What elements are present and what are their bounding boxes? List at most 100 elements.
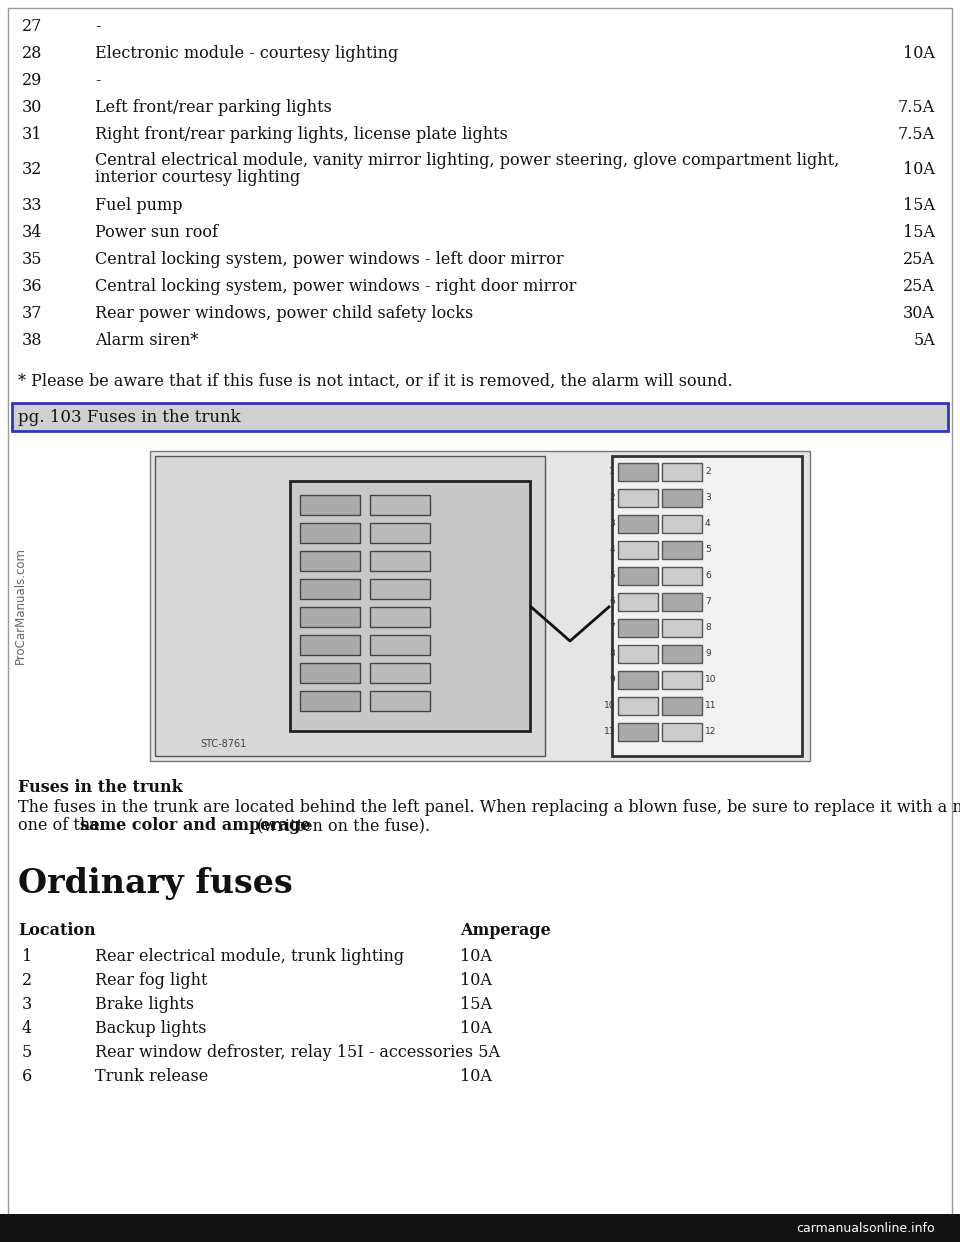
- Text: pg. 103 Fuses in the trunk: pg. 103 Fuses in the trunk: [18, 409, 241, 426]
- Text: 7.5A: 7.5A: [898, 125, 935, 143]
- Bar: [370, 607, 430, 627]
- Text: 38: 38: [22, 332, 42, 349]
- Text: 7: 7: [705, 597, 710, 606]
- Text: Location: Location: [18, 922, 96, 939]
- Bar: [662, 671, 702, 689]
- Text: Trunk release: Trunk release: [95, 1068, 208, 1086]
- Text: 5: 5: [22, 1045, 33, 1061]
- Text: 1: 1: [610, 467, 615, 477]
- Bar: [618, 463, 658, 481]
- Text: 2: 2: [610, 493, 615, 503]
- Bar: [370, 551, 430, 571]
- Text: Right front/rear parking lights, license plate lights: Right front/rear parking lights, license…: [95, 125, 508, 143]
- Bar: [662, 542, 702, 559]
- Text: one of the: one of the: [18, 817, 105, 833]
- Text: 7: 7: [610, 623, 615, 632]
- Text: 6: 6: [610, 597, 615, 606]
- Text: Ordinary fuses: Ordinary fuses: [18, 867, 293, 900]
- Bar: [370, 496, 430, 515]
- Text: 15A: 15A: [903, 197, 935, 214]
- Text: 5: 5: [705, 545, 710, 554]
- Text: Amperage: Amperage: [460, 922, 551, 939]
- Bar: [12, 402, 948, 431]
- Text: 15A: 15A: [903, 224, 935, 241]
- Text: 10A: 10A: [460, 1068, 492, 1086]
- Text: 3: 3: [22, 996, 33, 1013]
- Bar: [370, 663, 430, 683]
- Text: 10A: 10A: [460, 948, 492, 965]
- Text: 35: 35: [22, 251, 42, 268]
- Text: 5A: 5A: [913, 332, 935, 349]
- Text: Brake lights: Brake lights: [95, 996, 194, 1013]
- Text: Left front/rear parking lights: Left front/rear parking lights: [95, 99, 332, 116]
- Text: ProCarManuals.com: ProCarManuals.com: [13, 548, 27, 664]
- Text: 28: 28: [22, 45, 42, 62]
- Text: Rear electrical module, trunk lighting: Rear electrical module, trunk lighting: [95, 948, 404, 965]
- Bar: [370, 691, 430, 710]
- Bar: [370, 523, 430, 543]
- Text: Fuses in the trunk: Fuses in the trunk: [18, 779, 182, 796]
- Text: 10A: 10A: [903, 160, 935, 178]
- Text: 34: 34: [22, 224, 42, 241]
- Text: Electronic module - courtesy lighting: Electronic module - courtesy lighting: [95, 45, 398, 62]
- Bar: [618, 542, 658, 559]
- Text: 30A: 30A: [903, 306, 935, 322]
- Text: Power sun roof: Power sun roof: [95, 224, 218, 241]
- Text: Central locking system, power windows - left door mirror: Central locking system, power windows - …: [95, 251, 564, 268]
- Bar: [618, 592, 658, 611]
- Bar: [618, 489, 658, 507]
- Bar: [300, 635, 360, 655]
- Text: 29: 29: [22, 72, 42, 89]
- Bar: [618, 619, 658, 637]
- Text: 5: 5: [610, 571, 615, 580]
- Bar: [155, 456, 545, 756]
- Text: 10A: 10A: [460, 972, 492, 989]
- Bar: [662, 489, 702, 507]
- Bar: [300, 551, 360, 571]
- Text: -: -: [95, 17, 101, 35]
- Bar: [662, 568, 702, 585]
- Text: 30: 30: [22, 99, 42, 116]
- Text: 11: 11: [705, 702, 716, 710]
- Bar: [300, 691, 360, 710]
- Bar: [300, 579, 360, 599]
- Text: 37: 37: [22, 306, 42, 322]
- Text: 3: 3: [610, 519, 615, 529]
- Text: 36: 36: [22, 278, 42, 296]
- Bar: [662, 645, 702, 663]
- Bar: [662, 619, 702, 637]
- Text: 2: 2: [705, 467, 710, 477]
- Text: 10: 10: [604, 702, 615, 710]
- Text: 4: 4: [22, 1020, 32, 1037]
- Text: 10A: 10A: [903, 45, 935, 62]
- Text: Rear fog light: Rear fog light: [95, 972, 207, 989]
- Text: -: -: [95, 72, 101, 89]
- Bar: [662, 515, 702, 533]
- Text: 12: 12: [705, 728, 716, 737]
- Bar: [618, 568, 658, 585]
- Text: Backup lights: Backup lights: [95, 1020, 206, 1037]
- Text: carmanualsonline.info: carmanualsonline.info: [797, 1221, 935, 1235]
- Text: 11: 11: [604, 728, 615, 737]
- Text: 15A: 15A: [460, 996, 492, 1013]
- Bar: [662, 463, 702, 481]
- Bar: [150, 451, 810, 761]
- Bar: [662, 592, 702, 611]
- Bar: [370, 579, 430, 599]
- Text: 2: 2: [22, 972, 32, 989]
- Bar: [300, 523, 360, 543]
- Bar: [618, 515, 658, 533]
- Text: Rear power windows, power child safety locks: Rear power windows, power child safety l…: [95, 306, 473, 322]
- Bar: [300, 496, 360, 515]
- Text: 31: 31: [22, 125, 42, 143]
- Bar: [618, 645, 658, 663]
- Text: 3: 3: [705, 493, 710, 503]
- Text: 9: 9: [610, 676, 615, 684]
- Text: 10: 10: [705, 676, 716, 684]
- Text: 25A: 25A: [903, 251, 935, 268]
- Text: Central electrical module, vanity mirror lighting, power steering, glove compart: Central electrical module, vanity mirror…: [95, 152, 839, 169]
- Text: The fuses in the trunk are located behind the left panel. When replacing a blown: The fuses in the trunk are located behin…: [18, 799, 960, 816]
- Bar: [290, 481, 530, 732]
- Text: * Please be aware that if this fuse is not intact, or if it is removed, the alar: * Please be aware that if this fuse is n…: [18, 373, 732, 390]
- Bar: [612, 456, 802, 756]
